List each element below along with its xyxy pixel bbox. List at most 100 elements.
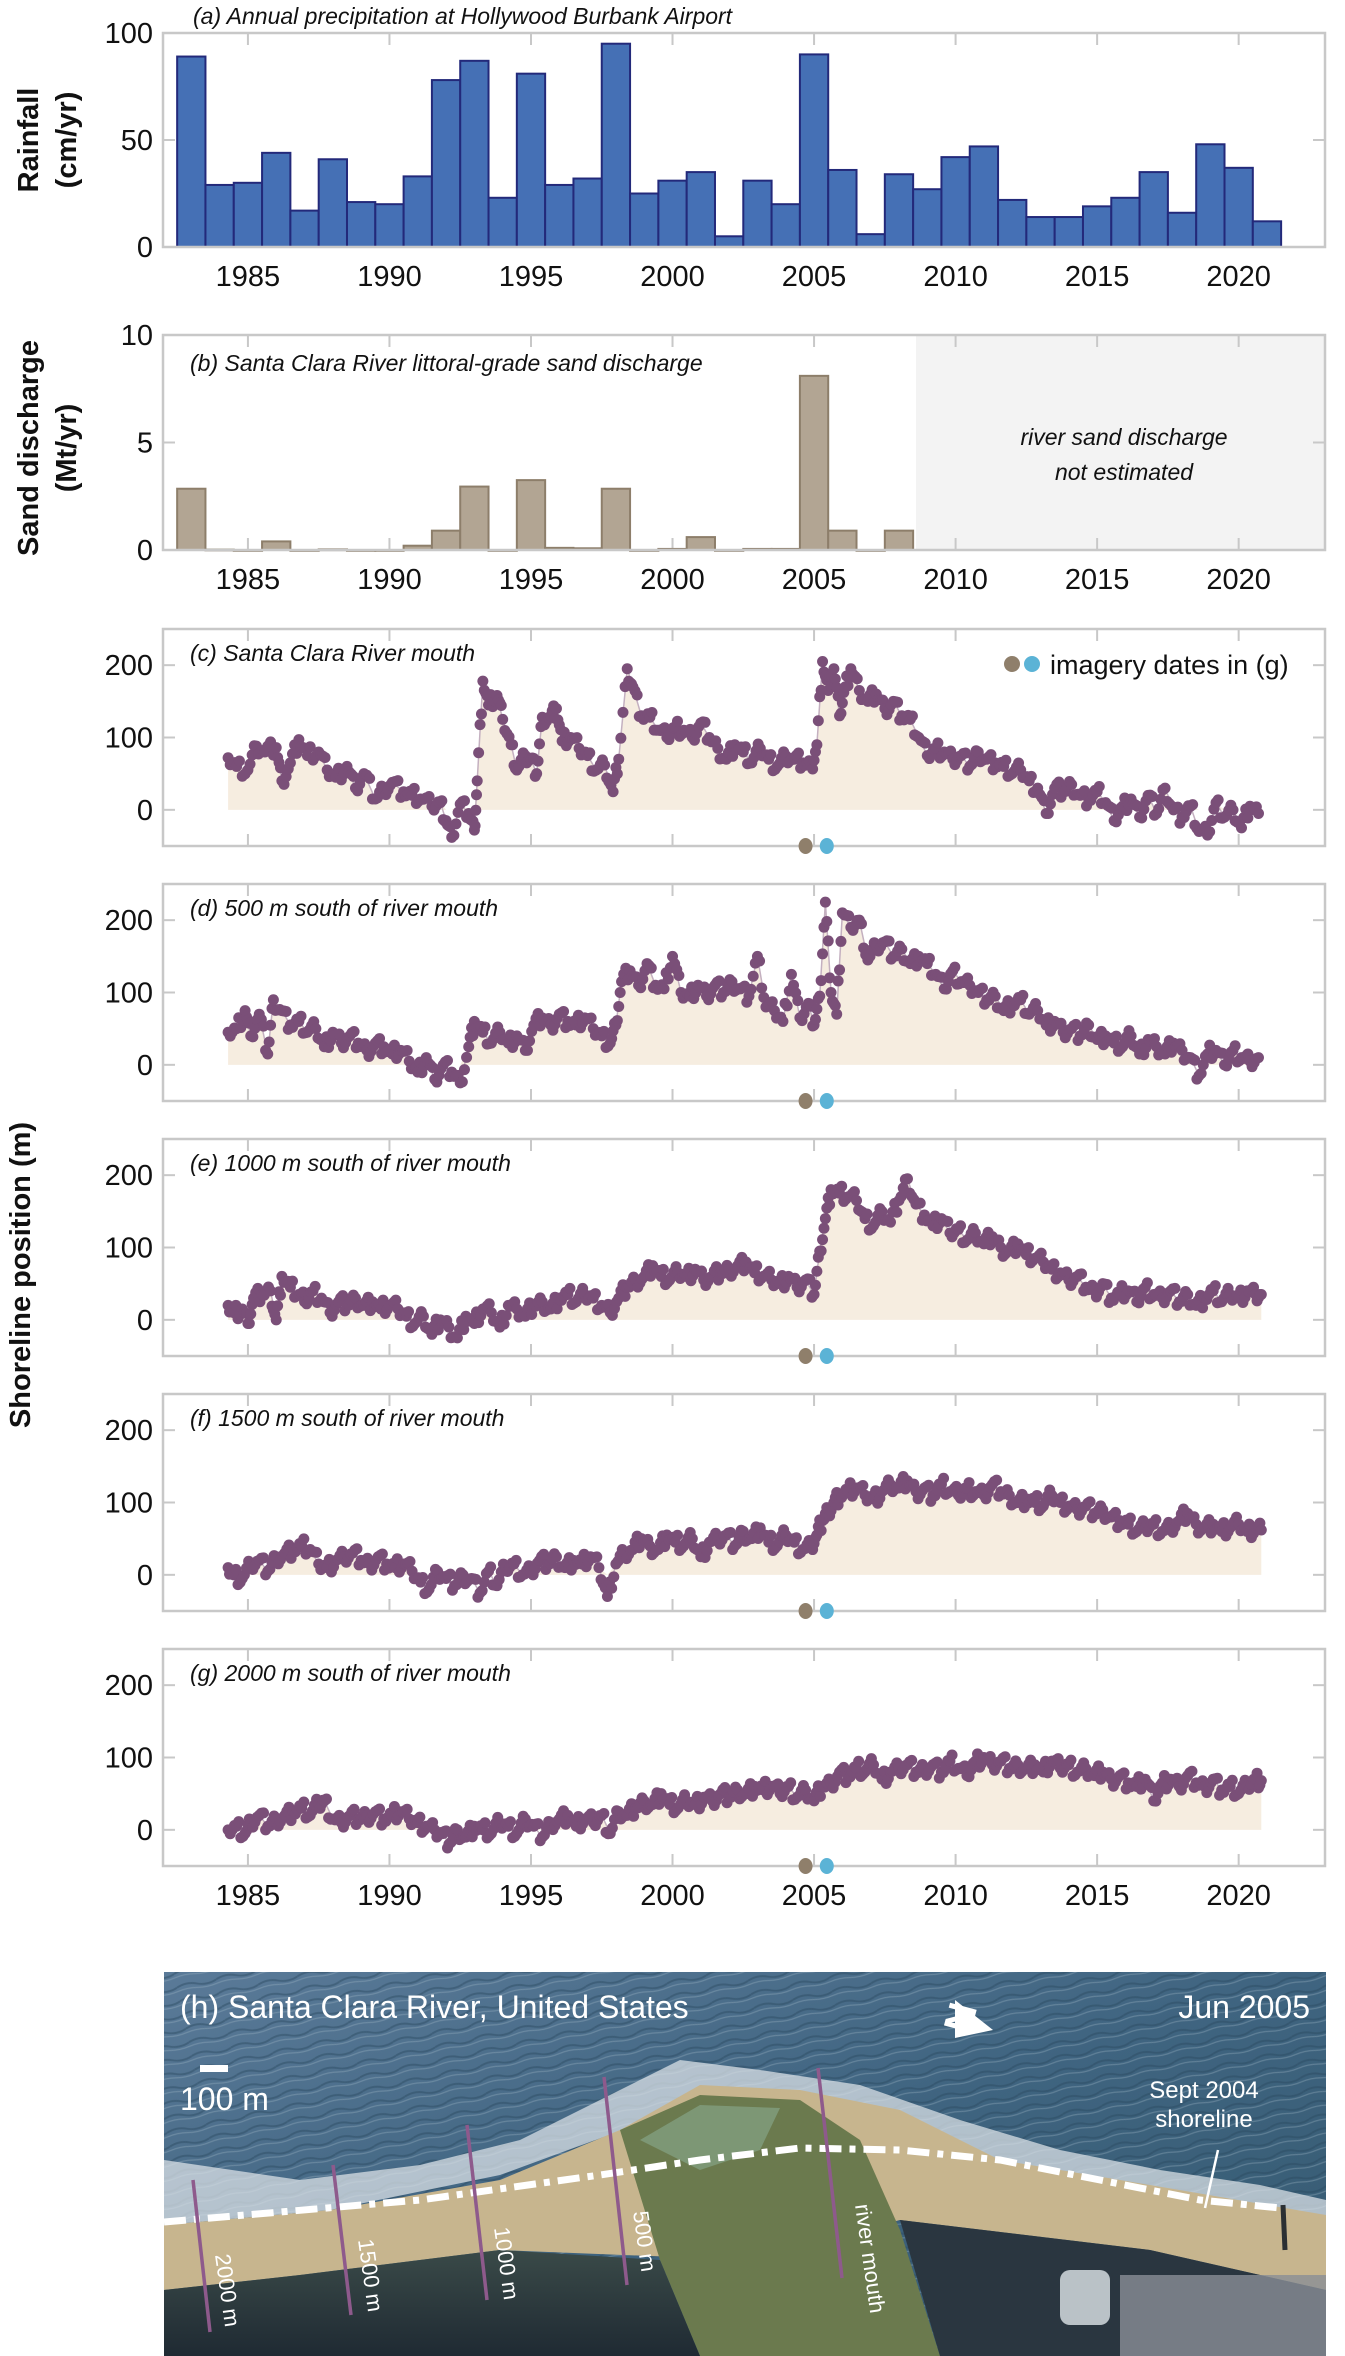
data-point xyxy=(589,1288,601,1300)
data-point xyxy=(532,755,544,767)
data-point xyxy=(985,749,997,761)
ytick-label: 10 xyxy=(121,320,153,352)
bar-1996 xyxy=(544,183,575,249)
data-point xyxy=(696,1265,708,1277)
data-point xyxy=(606,1582,618,1594)
panel-b-ylabel-line1: Sand discharge xyxy=(13,340,45,556)
xtick-label: 1985 xyxy=(216,564,281,596)
data-point xyxy=(831,1008,843,1020)
data-point xyxy=(1055,1017,1067,1029)
shoreline-points xyxy=(222,656,1264,843)
jetty xyxy=(1280,2204,1288,2251)
data-point xyxy=(270,742,282,754)
data-point xyxy=(584,747,596,759)
data-point xyxy=(304,741,316,753)
xtick-label: 2010 xyxy=(923,261,988,293)
data-point xyxy=(621,663,633,675)
data-point xyxy=(754,955,766,967)
data-point xyxy=(657,1263,669,1275)
shoreline-label-leader xyxy=(1203,2149,1220,2209)
data-point xyxy=(404,1555,416,1567)
shoreline-area xyxy=(228,1480,1262,1575)
data-point xyxy=(1169,1282,1181,1294)
bar-1994 xyxy=(487,196,518,248)
data-point xyxy=(504,1816,516,1828)
bar-1991 xyxy=(402,175,433,249)
data-point xyxy=(906,1754,918,1766)
data-point xyxy=(1209,1280,1221,1292)
panel-b-bars xyxy=(176,374,915,552)
data-point xyxy=(1255,1524,1267,1536)
data-point xyxy=(637,973,649,985)
data-point xyxy=(551,1303,563,1315)
data-point xyxy=(751,1260,763,1272)
imagery-date-marker xyxy=(798,1603,813,1619)
data-point xyxy=(1172,801,1184,813)
data-point xyxy=(436,795,448,807)
transect-1000m xyxy=(465,2124,489,2301)
data-point xyxy=(815,975,827,987)
data-point xyxy=(811,1265,823,1277)
data-point xyxy=(1035,1247,1047,1259)
bar-2001 xyxy=(685,536,716,551)
data-point xyxy=(792,995,804,1007)
data-point xyxy=(955,1220,967,1232)
data-point xyxy=(800,1784,812,1796)
data-point xyxy=(960,747,972,759)
data-point xyxy=(1229,1040,1241,1052)
data-point xyxy=(593,1562,605,1574)
bar-1999 xyxy=(629,192,660,248)
xtick-label: 1985 xyxy=(216,1880,281,1912)
data-point xyxy=(1197,1059,1209,1071)
imagery-date-marker xyxy=(819,1093,834,1109)
data-point xyxy=(1078,785,1090,797)
data-point xyxy=(521,1044,533,1056)
bar-1998 xyxy=(600,42,632,249)
data-point xyxy=(348,1026,360,1038)
data-point xyxy=(619,1290,631,1302)
bar-2006 xyxy=(827,529,858,552)
data-point xyxy=(452,806,464,818)
data-point xyxy=(524,1035,536,1047)
data-point xyxy=(280,1005,292,1017)
data-point xyxy=(851,673,863,685)
data-point xyxy=(1003,1489,1015,1501)
data-point xyxy=(485,1561,497,1573)
data-point xyxy=(818,1222,830,1234)
data-point xyxy=(417,1310,429,1322)
ytick-label: 100 xyxy=(105,1233,153,1265)
ytick-label: 0 xyxy=(137,1815,153,1847)
data-point xyxy=(298,1796,310,1808)
data-point xyxy=(510,1554,522,1566)
ytick-label: 100 xyxy=(105,18,153,50)
data-point xyxy=(1084,1496,1096,1508)
data-point xyxy=(599,759,611,771)
data-point xyxy=(725,1527,737,1539)
data-point xyxy=(1101,1279,1113,1291)
data-point xyxy=(857,1480,869,1492)
panel-d-title: (d) 500 m south of river mouth xyxy=(190,895,498,921)
ytick-label: 0 xyxy=(137,795,153,827)
data-point xyxy=(790,1532,802,1544)
data-point xyxy=(498,1318,510,1330)
data-point xyxy=(1070,1018,1082,1030)
data-point xyxy=(1136,812,1148,824)
ytick-label: 5 xyxy=(137,428,153,460)
panel-f-title: (f) 1500 m south of river mouth xyxy=(190,1405,504,1431)
data-point xyxy=(461,1051,473,1063)
panel-g-shoreline: 0 100 200 (g) 2000 m south of river mouth xyxy=(105,1647,1327,1874)
data-point xyxy=(811,1003,823,1015)
data-point xyxy=(825,987,837,998)
data-point xyxy=(1048,1258,1060,1270)
data-point xyxy=(550,703,562,715)
data-point xyxy=(817,948,829,960)
bar-2005 xyxy=(798,53,830,249)
bar-2002 xyxy=(713,235,745,249)
bar-1998 xyxy=(600,487,632,552)
data-point xyxy=(1182,1289,1194,1301)
data-point xyxy=(270,1314,282,1326)
data-point xyxy=(808,1289,820,1301)
data-point xyxy=(319,752,331,764)
imagery-date-marker xyxy=(798,1093,813,1109)
